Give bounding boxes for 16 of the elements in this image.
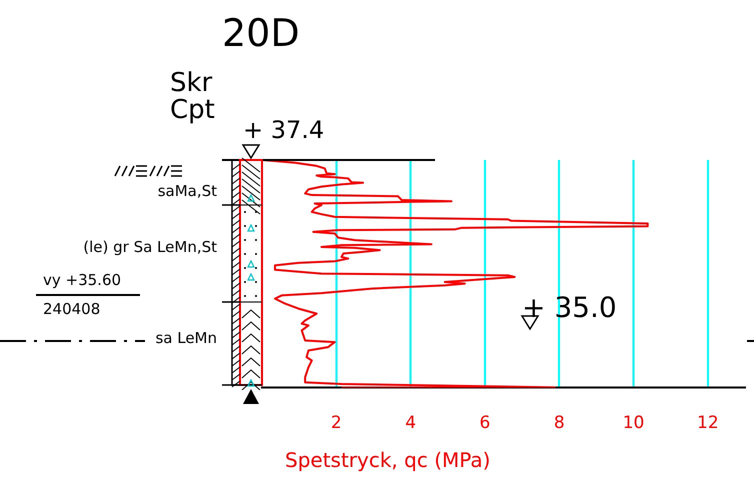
text: Cpt: [170, 95, 215, 125]
text: sa LeMn: [155, 329, 217, 347]
x-tick-label: 12: [697, 413, 719, 434]
x-axis-title: Spetstryck, qc (MPa): [285, 448, 490, 472]
x-tick-label: 10: [622, 413, 644, 434]
x-tick-label: 6: [480, 413, 490, 434]
text: saMa,St: [158, 182, 217, 200]
chart-title: 20D: [222, 11, 300, 55]
x-tick-label: 2: [330, 413, 342, 434]
text: Skr: [170, 68, 212, 98]
text: (le) gr Sa LeMn,St: [83, 238, 217, 256]
x-tick-label: 8: [554, 413, 565, 434]
text: 240408: [43, 300, 100, 318]
x-tick-label: 4: [405, 413, 416, 434]
text: vy +35.60: [43, 271, 122, 289]
text: + 37.4: [243, 116, 324, 144]
